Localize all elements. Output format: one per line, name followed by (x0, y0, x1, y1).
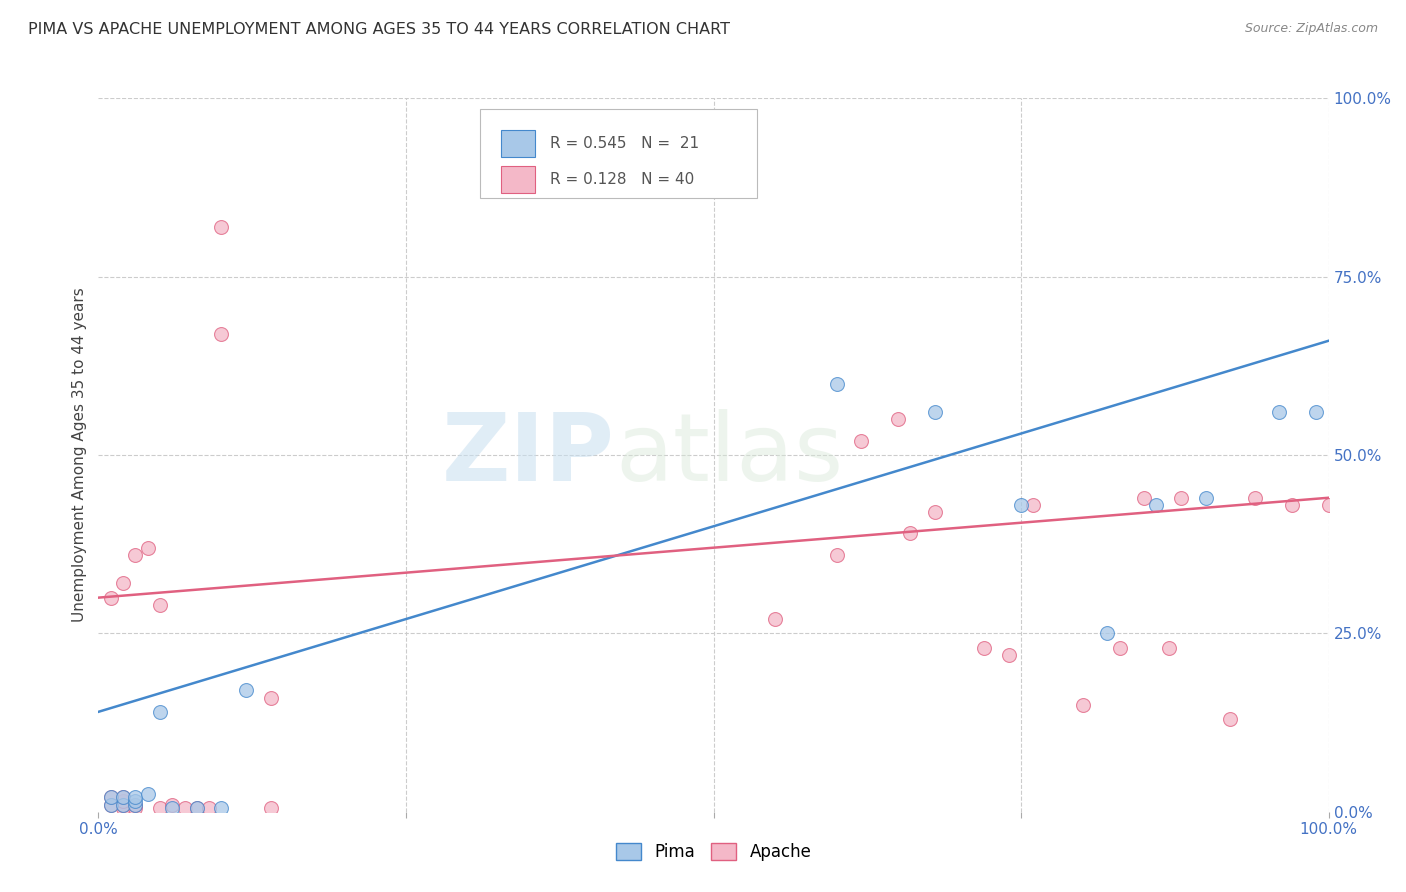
Point (1071, 698, 1094, 712)
Point (1317, 498, 1340, 512)
Point (100, 790, 122, 805)
Point (186, 801, 208, 815)
Text: R = 0.128   N = 40: R = 0.128 N = 40 (550, 172, 695, 187)
Point (900, 526, 922, 541)
FancyBboxPatch shape (501, 166, 536, 194)
Point (1097, 626, 1119, 640)
Point (1268, 405, 1291, 419)
Text: PIMA VS APACHE UNEMPLOYMENT AMONG AGES 35 TO 44 YEARS CORRELATION CHART: PIMA VS APACHE UNEMPLOYMENT AMONG AGES 3… (28, 22, 730, 37)
Legend: Pima, Apache: Pima, Apache (609, 836, 818, 868)
Point (100, 797, 122, 812)
Point (173, 801, 195, 815)
Point (849, 434, 872, 448)
Point (1133, 491, 1156, 505)
Point (924, 505, 946, 519)
Point (124, 794, 146, 808)
Point (825, 548, 848, 562)
Point (149, 598, 172, 612)
Point (112, 797, 135, 812)
Text: atlas: atlas (616, 409, 844, 501)
Point (1244, 491, 1267, 505)
Point (211, 801, 233, 815)
Point (1219, 712, 1241, 726)
Point (1157, 640, 1180, 655)
Point (124, 797, 146, 812)
Point (162, 797, 183, 812)
Point (162, 801, 183, 815)
Point (887, 412, 910, 426)
Point (186, 801, 208, 815)
Point (973, 640, 995, 655)
Point (124, 801, 146, 815)
Point (924, 405, 946, 419)
Point (260, 801, 283, 815)
FancyBboxPatch shape (479, 109, 756, 198)
Point (825, 376, 848, 391)
Point (1305, 405, 1327, 419)
Point (149, 705, 172, 719)
Point (100, 790, 122, 805)
Point (100, 797, 122, 812)
Point (211, 326, 233, 341)
Point (1108, 640, 1130, 655)
Point (235, 683, 257, 698)
Point (112, 790, 135, 805)
Point (198, 801, 221, 815)
Point (1195, 491, 1218, 505)
Point (1144, 498, 1167, 512)
Point (112, 576, 135, 591)
Text: Source: ZipAtlas.com: Source: ZipAtlas.com (1244, 22, 1378, 36)
Point (112, 794, 135, 808)
Point (112, 801, 135, 815)
Point (112, 797, 135, 812)
Point (124, 790, 146, 805)
FancyBboxPatch shape (501, 130, 536, 157)
Point (1281, 498, 1303, 512)
Point (998, 648, 1021, 662)
Point (211, 219, 233, 234)
Point (149, 801, 172, 815)
Text: R = 0.545   N =  21: R = 0.545 N = 21 (550, 136, 699, 151)
Point (136, 787, 159, 801)
Y-axis label: Unemployment Among Ages 35 to 44 years: Unemployment Among Ages 35 to 44 years (72, 287, 87, 623)
Point (763, 612, 786, 626)
Text: ZIP: ZIP (443, 409, 616, 501)
Point (136, 541, 159, 555)
Point (112, 790, 135, 805)
Point (124, 548, 146, 562)
Point (1010, 498, 1032, 512)
Point (1022, 498, 1045, 512)
Point (100, 591, 122, 605)
Point (124, 797, 146, 812)
Point (1170, 491, 1192, 505)
Point (260, 690, 283, 705)
